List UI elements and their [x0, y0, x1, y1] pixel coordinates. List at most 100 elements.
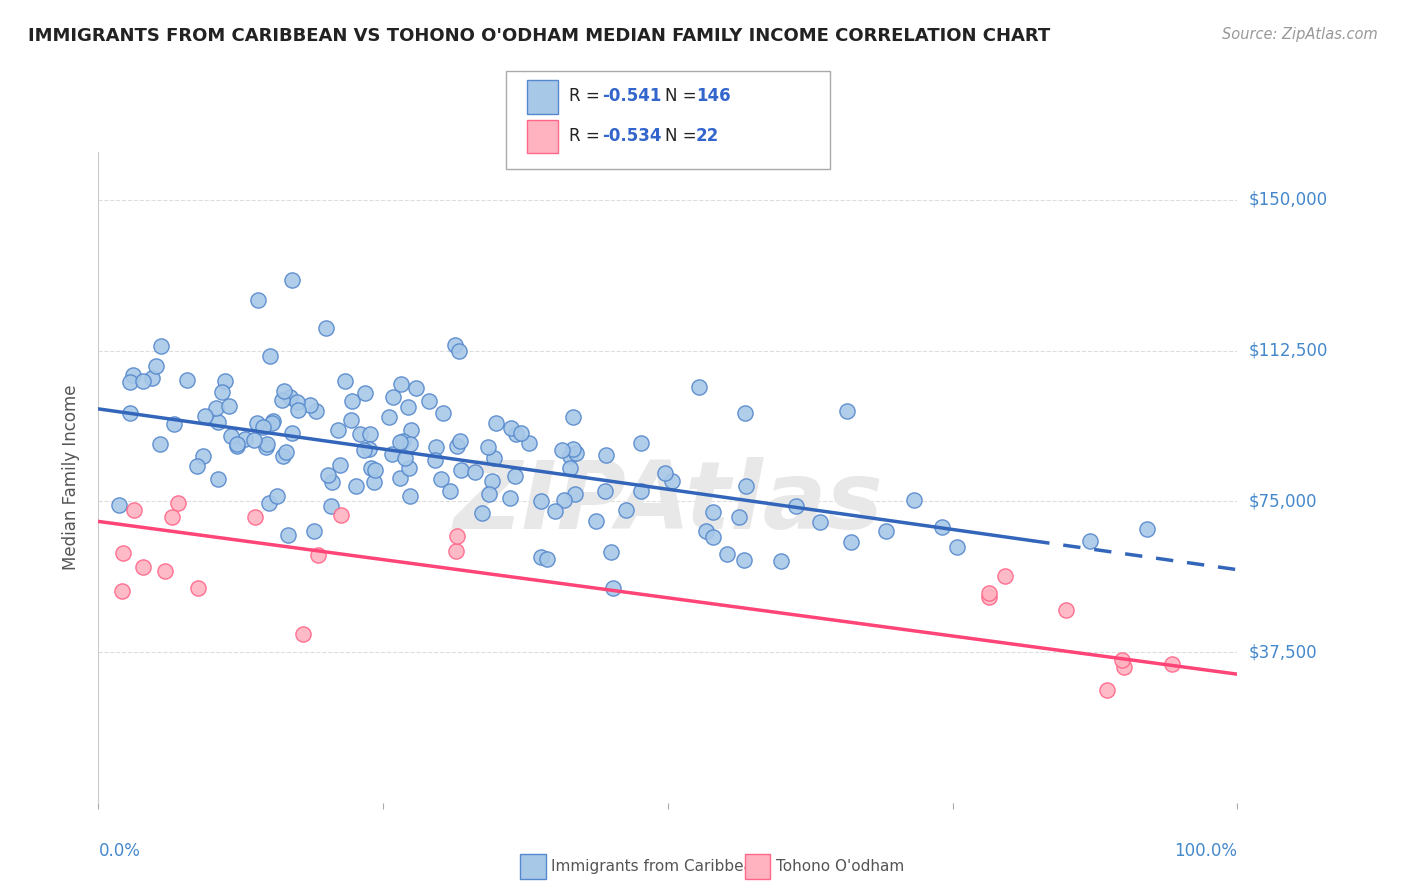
Point: [1080, 534, 1102, 549]
Point: [359, 442, 381, 456]
Point: [315, 321, 337, 335]
Point: [252, 420, 274, 434]
Point: [191, 449, 214, 463]
Point: [394, 451, 416, 466]
Point: [553, 493, 575, 508]
Point: [205, 401, 228, 416]
Point: [562, 409, 585, 424]
Point: [481, 475, 503, 489]
Point: [124, 503, 146, 517]
Text: 22: 22: [696, 127, 720, 145]
Point: [254, 440, 277, 454]
Point: [112, 545, 135, 559]
Point: [141, 371, 163, 385]
Point: [875, 524, 897, 538]
Point: [326, 423, 349, 437]
Point: [977, 586, 1000, 600]
Point: [661, 475, 683, 489]
Point: [444, 544, 467, 558]
Point: [602, 581, 624, 595]
Point: [477, 440, 499, 454]
Point: [273, 384, 295, 398]
Point: [150, 339, 173, 353]
Point: [149, 437, 172, 451]
Point: [449, 434, 471, 449]
Point: [382, 390, 405, 404]
Point: [558, 461, 581, 475]
Point: [614, 503, 637, 517]
Point: [274, 445, 297, 459]
Point: [835, 404, 858, 418]
Point: [292, 627, 315, 641]
Point: [630, 435, 652, 450]
Point: [242, 433, 264, 447]
Point: [287, 403, 309, 417]
Point: [564, 487, 586, 501]
Point: [702, 505, 724, 519]
Point: [186, 458, 208, 473]
Point: [399, 423, 422, 437]
Point: [558, 450, 581, 464]
Point: [1111, 652, 1133, 666]
Point: [499, 491, 522, 505]
Point: [1161, 657, 1184, 671]
Point: [285, 395, 308, 409]
Point: [931, 520, 953, 534]
Point: [110, 583, 132, 598]
Text: 100.0%: 100.0%: [1174, 842, 1237, 860]
Point: [418, 394, 440, 409]
Point: [808, 516, 831, 530]
Point: [389, 471, 412, 485]
Point: [600, 545, 623, 559]
Text: IMMIGRANTS FROM CARIBBEAN VS TOHONO O'ODHAM MEDIAN FAMILY INCOME CORRELATION CHA: IMMIGRANTS FROM CARIBBEAN VS TOHONO O'OD…: [28, 27, 1050, 45]
Point: [530, 549, 553, 564]
Point: [530, 494, 553, 508]
Text: -0.541: -0.541: [602, 87, 661, 105]
Point: [977, 590, 1000, 604]
Point: [381, 447, 404, 461]
Point: [321, 475, 343, 489]
Point: [271, 450, 294, 464]
Point: [278, 390, 301, 404]
Point: [214, 375, 236, 389]
Point: [595, 483, 617, 498]
Point: [108, 498, 131, 512]
Point: [363, 475, 385, 489]
Point: [396, 400, 419, 414]
Text: -0.534: -0.534: [602, 127, 661, 145]
Point: [1114, 660, 1136, 674]
Point: [443, 338, 465, 352]
Point: [329, 458, 352, 473]
Point: [398, 489, 420, 503]
Text: Tohono O'odham: Tohono O'odham: [776, 859, 904, 873]
Point: [132, 374, 155, 388]
Text: Immigrants from Caribbean: Immigrants from Caribbean: [551, 859, 763, 873]
Point: [225, 439, 247, 453]
Point: [482, 451, 505, 466]
Point: [207, 472, 229, 486]
Point: [243, 509, 266, 524]
Point: [1095, 683, 1118, 698]
Point: [340, 413, 363, 427]
Text: 0.0%: 0.0%: [98, 842, 141, 860]
Point: [298, 398, 321, 412]
Point: [305, 403, 328, 417]
Point: [167, 496, 190, 510]
Point: [585, 515, 607, 529]
Point: [266, 490, 288, 504]
Point: [544, 504, 567, 518]
Point: [733, 553, 755, 567]
Point: [446, 529, 468, 543]
Point: [342, 394, 364, 409]
Text: $150,000: $150,000: [1249, 191, 1327, 209]
Point: [735, 479, 758, 493]
Point: [211, 385, 233, 400]
Point: [505, 468, 527, 483]
Point: [425, 453, 447, 467]
Point: [946, 541, 969, 555]
Point: [207, 415, 229, 429]
Point: [118, 375, 141, 389]
Point: [770, 554, 793, 568]
Point: [359, 427, 381, 442]
Text: R =: R =: [569, 127, 606, 145]
